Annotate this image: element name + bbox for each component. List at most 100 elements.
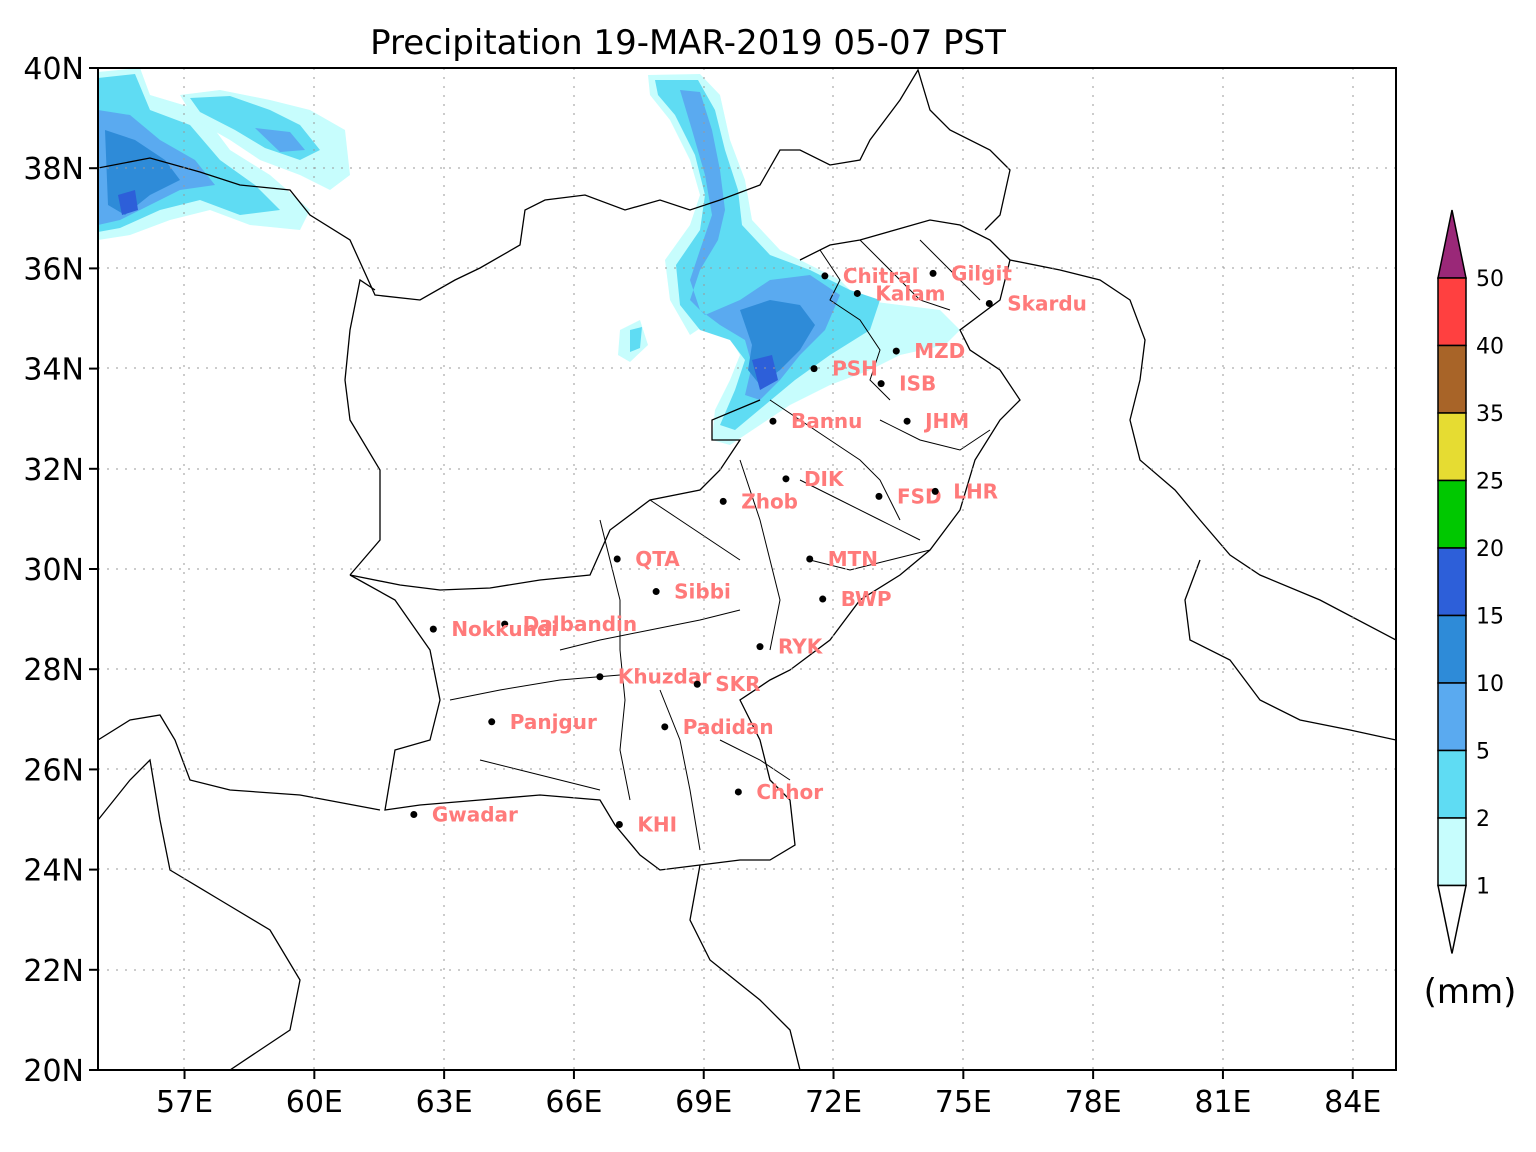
city-marker — [853, 289, 861, 297]
city-marker — [903, 417, 911, 425]
city-marker — [806, 555, 814, 563]
city-marker — [734, 788, 742, 796]
lat-tick-label: 22N — [23, 954, 84, 989]
city-marker — [652, 588, 660, 596]
colorbar-segment — [1437, 344, 1467, 414]
city-marker — [931, 487, 939, 495]
city-label: Chitral — [843, 264, 919, 288]
lon-tick-label: 63E — [416, 1085, 473, 1120]
city-marker — [501, 620, 509, 628]
lon-tick-label: 78E — [1065, 1085, 1122, 1120]
lat-tick-label: 26N — [23, 753, 84, 788]
city-label: Sibbi — [674, 580, 731, 604]
lon-tick-label: 69E — [675, 1085, 732, 1120]
city-marker — [782, 475, 790, 483]
city-marker — [488, 718, 496, 726]
city-label: Chhor — [756, 780, 823, 804]
colorbar-bottom-triangle — [1437, 884, 1467, 954]
map-borders — [98, 68, 1396, 1070]
city-marker — [929, 269, 937, 277]
colorbar-top-triangle — [1437, 209, 1467, 279]
city-label: LHR — [953, 479, 998, 503]
city-label: JHM — [923, 409, 969, 433]
colorbar-level-label: 25 — [1476, 470, 1504, 495]
city-label: Kalam — [875, 281, 945, 305]
lat-tick-label: 20N — [23, 1054, 84, 1089]
city-label: MZD — [914, 339, 965, 363]
city-label: PSH — [832, 357, 878, 381]
lon-tick-label: 66E — [545, 1085, 602, 1120]
lat-tick-label: 32N — [23, 453, 84, 488]
city-label: QTA — [635, 547, 680, 571]
city-label: DIK — [804, 467, 845, 491]
city-marker — [661, 723, 669, 731]
city-label: KHI — [637, 813, 677, 837]
lat-tick-label: 40N — [23, 52, 84, 87]
colorbar-segment — [1437, 682, 1467, 752]
city-marker — [821, 272, 829, 280]
lat-tick-label: 30N — [23, 553, 84, 588]
lon-tick-label: 60E — [286, 1085, 343, 1120]
lat-tick-label: 38N — [23, 152, 84, 187]
city-label: Dalbandin — [523, 612, 637, 636]
city-label: ISB — [899, 372, 936, 396]
colorbar-segment — [1437, 547, 1467, 617]
lon-tick-label: 57E — [156, 1085, 213, 1120]
map-title: Precipitation 19-MAR-2019 05-07 PST — [370, 23, 1006, 63]
city-label: Panjgur — [510, 710, 597, 734]
city-label: Bannu — [791, 409, 862, 433]
longitude-axis: 57E 60E 63E 66E 69E 72E 75E 78E 81E 84E — [156, 1070, 1381, 1120]
lon-tick-label: 72E — [805, 1085, 862, 1120]
city-marker — [613, 555, 621, 563]
lat-tick-label: 28N — [23, 653, 84, 688]
city-marker — [769, 417, 777, 425]
city-label: Padidan — [683, 715, 774, 739]
lat-tick-label: 36N — [23, 252, 84, 287]
colorbar-level-label: 2 — [1476, 807, 1490, 832]
colorbar-level-label: 20 — [1476, 537, 1504, 562]
city-marker — [719, 497, 727, 505]
lat-tick-label: 34N — [23, 353, 84, 388]
city-label: BWP — [841, 587, 892, 611]
colorbar-segment — [1437, 749, 1467, 819]
colorbar-segment — [1437, 817, 1467, 887]
colorbar-segment — [1437, 412, 1467, 482]
city-marker — [877, 380, 885, 388]
city-label: RYK — [778, 635, 824, 659]
graticule — [98, 68, 1396, 1070]
city-marker — [756, 643, 764, 651]
city-label: Gilgit — [951, 261, 1012, 285]
units-label: (mm) — [1424, 972, 1517, 1012]
city-marker — [819, 595, 827, 603]
city-label: Gwadar — [432, 802, 518, 826]
city-marker — [693, 680, 701, 688]
city-marker — [429, 625, 437, 633]
lon-tick-label: 84E — [1324, 1085, 1381, 1120]
city-marker — [892, 347, 900, 355]
colorbar-level-label: 15 — [1476, 605, 1504, 630]
colorbar-level-label: 50 — [1476, 267, 1504, 292]
lon-tick-label: 81E — [1194, 1085, 1251, 1120]
city-label: Skardu — [1007, 291, 1087, 315]
latitude-axis: 40N 38N 36N 34N 32N 30N 28N 26N 24N 22N 20N — [23, 52, 98, 1089]
city-label: MTN — [828, 547, 878, 571]
city-marker — [875, 492, 883, 500]
city-marker — [596, 673, 604, 681]
colorbar-level-label: 10 — [1476, 672, 1504, 697]
lat-tick-label: 24N — [23, 854, 84, 889]
colorbar-segment — [1437, 614, 1467, 684]
colorbar-level-label: 40 — [1476, 335, 1504, 360]
city-label: SKR — [715, 672, 760, 696]
city-marker — [985, 299, 993, 307]
colorbar-segment — [1437, 479, 1467, 549]
colorbar-level-label: 1 — [1476, 875, 1490, 900]
city-marker — [615, 821, 623, 829]
city-marker — [410, 810, 418, 818]
city-marker — [810, 365, 818, 373]
city-label: Zhob — [741, 489, 798, 513]
city-label: Nokkundi — [451, 617, 558, 641]
colorbar-level-label: 35 — [1476, 402, 1504, 427]
